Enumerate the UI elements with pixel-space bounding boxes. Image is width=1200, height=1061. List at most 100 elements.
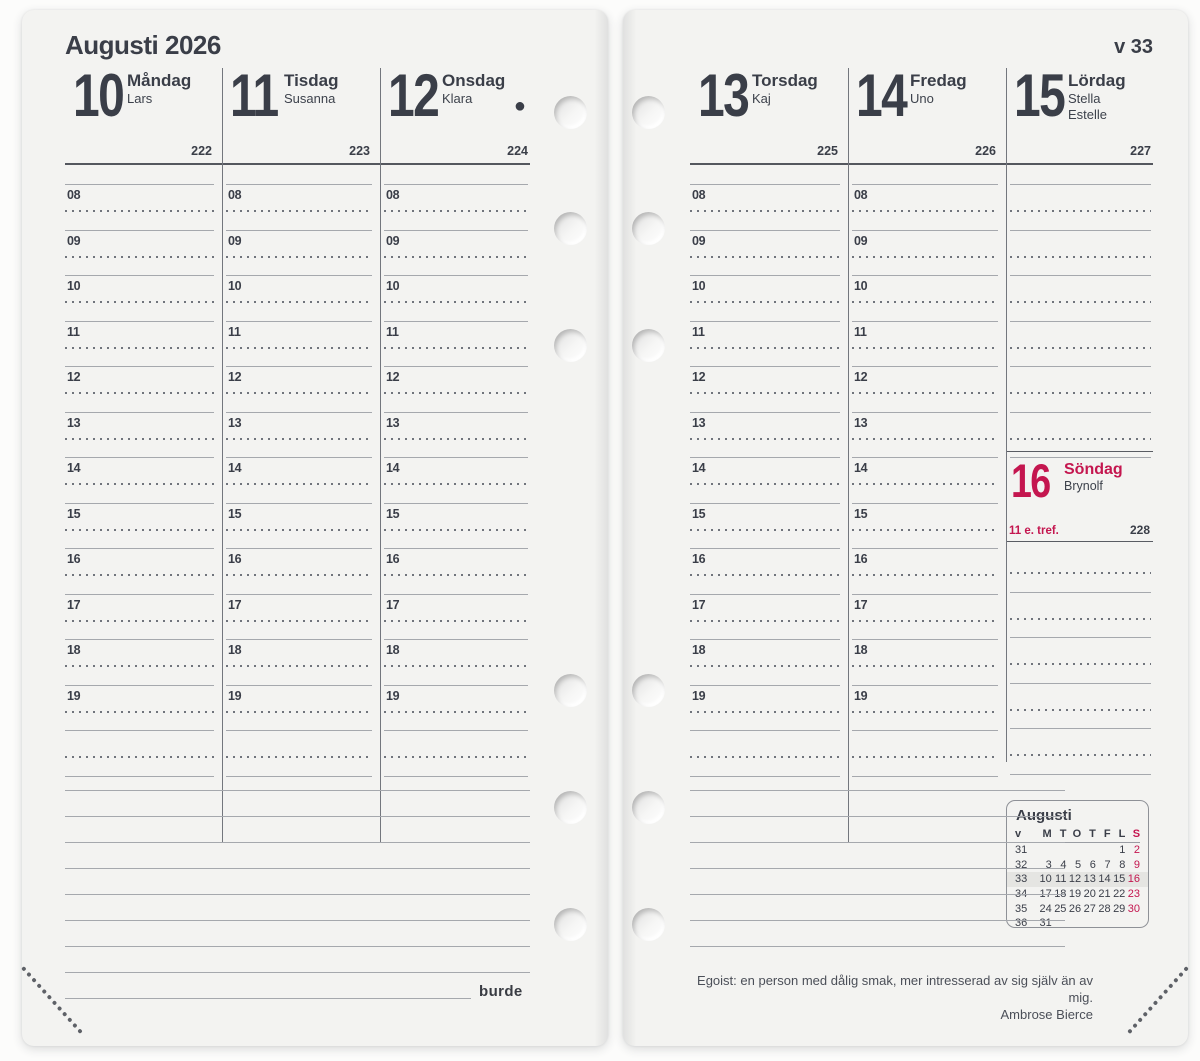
- hour-label: 08: [67, 188, 81, 202]
- day-header: 13 Torsdag Kaj 225: [690, 66, 848, 163]
- hour-slot: 16: [226, 549, 372, 595]
- hour-label: 12: [228, 370, 242, 384]
- half-hour-dotted-line: [852, 710, 998, 713]
- hour-label: 15: [67, 506, 81, 521]
- weekday-header: F: [1103, 828, 1111, 840]
- half-hour-dotted-line: [1010, 210, 1151, 212]
- day-name: Fredag: [910, 71, 967, 90]
- hour-slot: 15: [384, 504, 528, 549]
- hour-label: 19: [692, 688, 706, 703]
- half-hour-dotted-line: [226, 255, 372, 258]
- day-cell: 15: [1113, 873, 1126, 886]
- hour-label: 13: [386, 415, 400, 430]
- half-hour-dotted-line: [690, 483, 840, 485]
- half-hour-dotted-line: [65, 619, 214, 622]
- hour-slot: 13: [852, 413, 998, 458]
- weekday-header: T: [1089, 828, 1096, 840]
- binder-hole: [632, 791, 665, 824]
- hour-slot: 19: [384, 686, 528, 731]
- hour-label: 15: [854, 506, 868, 521]
- half-hour-dotted-line: [690, 255, 840, 258]
- day-cell: 11: [1055, 873, 1067, 886]
- half-hour-dotted-line: [226, 483, 372, 485]
- hour-label: 10: [67, 279, 81, 293]
- hour-slot: 10: [384, 276, 528, 322]
- hour-slot: [852, 731, 998, 777]
- hour-slot: 14: [852, 458, 998, 504]
- binder-hole: [632, 96, 665, 129]
- half-hour-dotted-line: [226, 756, 372, 758]
- half-hour-dotted-line: [1010, 663, 1151, 665]
- hour-label: 17: [67, 597, 81, 612]
- day-cell: 25: [1054, 902, 1067, 915]
- half-hour-dotted-line: [65, 483, 214, 485]
- day-cell: 12: [1068, 873, 1082, 886]
- half-hour-dotted-line: [226, 574, 372, 576]
- hour-label: 09: [854, 233, 868, 248]
- hour-slot: [1010, 322, 1151, 367]
- half-hour-dotted-line: [1010, 255, 1151, 258]
- half-hour-dotted-line: [384, 210, 528, 212]
- sunday-day-name: Söndag: [1064, 461, 1123, 478]
- half-hour-dotted-line: [690, 619, 840, 622]
- half-hour-dotted-line: [1010, 754, 1151, 756]
- hour-slot: 15: [226, 504, 372, 549]
- half-hour-dotted-line: [1010, 346, 1151, 349]
- half-hour-dotted-line: [384, 346, 528, 349]
- day-cell: 4: [1060, 858, 1067, 871]
- day-name: Tisdag: [284, 71, 339, 90]
- day-header-rule: [690, 163, 1153, 165]
- hour-slot: [1010, 231, 1151, 276]
- hour-label: 15: [386, 506, 400, 521]
- quote-author: Ambrose Bierce: [1000, 1007, 1093, 1022]
- hour-label: 19: [854, 688, 868, 703]
- half-hour-dotted-line: [384, 619, 528, 622]
- day-of-year: 226: [975, 144, 996, 158]
- day-of-year: 225: [817, 144, 838, 158]
- hour-slot: [226, 731, 372, 777]
- day-name: Lördag: [1068, 71, 1126, 90]
- day-name-group: Måndag Lars: [127, 71, 191, 107]
- half-hour-dotted-line: [690, 574, 840, 576]
- mini-calendar-week-row: 35 24 25 26 27 28 29 30: [1015, 901, 1140, 916]
- day-cell: 9: [1133, 858, 1141, 871]
- half-hour-dotted-line: [852, 255, 998, 258]
- sunday-name-day: Brynolf: [1064, 478, 1103, 493]
- day-number: 10: [73, 62, 125, 129]
- binder-hole: [554, 674, 587, 707]
- note-line: [690, 894, 1065, 895]
- hour-slot: 16: [690, 549, 840, 595]
- hour-label: 12: [854, 370, 868, 384]
- hour-slot: 11: [226, 322, 372, 367]
- half-hour-dotted-line: [384, 665, 528, 667]
- hour-slot: 10: [65, 276, 214, 322]
- sunday-block: 16 Söndag Brynolf 11 e. tref. 228: [1006, 451, 1153, 542]
- day-of-year: 222: [191, 144, 212, 158]
- hour-label: 13: [692, 415, 706, 430]
- half-hour-dotted-line: [65, 665, 214, 667]
- hour-label: 18: [692, 643, 706, 657]
- day-cell: 19: [1068, 888, 1082, 901]
- day-cell: 21: [1098, 888, 1111, 901]
- mini-calendar-title: Augusti: [1016, 807, 1072, 824]
- half-hour-dotted-line: [384, 574, 528, 576]
- hour-slot: [65, 731, 214, 777]
- day-name-group: Torsdag Kaj: [752, 71, 818, 107]
- weekday-header: O: [1072, 828, 1082, 840]
- hour-slot: 14: [384, 458, 528, 504]
- hour-slot: 09: [690, 231, 840, 276]
- half-hour-dotted-line: [690, 301, 840, 303]
- new-moon-icon: ●: [513, 95, 526, 117]
- hour-slot: [384, 731, 528, 777]
- half-hour-dotted-line: [1010, 392, 1151, 394]
- name-day: Susanna: [284, 90, 336, 106]
- name-day: Kaj: [752, 90, 771, 106]
- name-day: Uno: [910, 90, 934, 106]
- half-hour-dotted-line: [852, 528, 998, 531]
- hour-slot: 15: [65, 504, 214, 549]
- binder-hole: [554, 791, 587, 824]
- hour-slot: 13: [690, 413, 840, 458]
- half-hour-dotted-line: [65, 255, 214, 258]
- hour-label: 11: [854, 324, 867, 339]
- hour-slot: 16: [384, 549, 528, 595]
